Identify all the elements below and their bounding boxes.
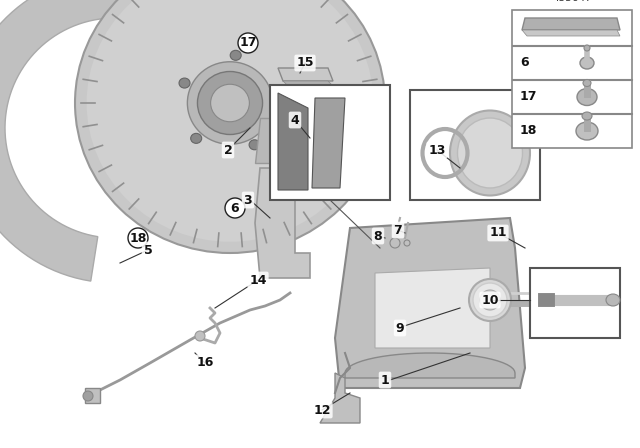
Text: 8: 8 xyxy=(374,229,382,242)
Text: 15: 15 xyxy=(296,56,314,69)
Ellipse shape xyxy=(230,50,241,60)
Text: 2: 2 xyxy=(223,143,232,156)
Circle shape xyxy=(390,238,400,248)
Ellipse shape xyxy=(211,84,250,122)
Ellipse shape xyxy=(273,88,285,99)
Text: 435647: 435647 xyxy=(552,0,592,3)
Ellipse shape xyxy=(469,279,511,321)
Text: 6: 6 xyxy=(520,56,529,69)
Circle shape xyxy=(404,240,410,246)
Polygon shape xyxy=(283,81,333,86)
Polygon shape xyxy=(345,353,515,378)
Polygon shape xyxy=(320,373,360,423)
Text: 9: 9 xyxy=(396,322,404,335)
Text: 10: 10 xyxy=(481,293,499,306)
Ellipse shape xyxy=(86,0,373,242)
Ellipse shape xyxy=(584,45,590,51)
Polygon shape xyxy=(522,30,620,36)
Bar xyxy=(512,45,632,46)
Polygon shape xyxy=(255,118,285,163)
Ellipse shape xyxy=(582,112,592,120)
Ellipse shape xyxy=(75,0,385,253)
Circle shape xyxy=(225,198,245,218)
Ellipse shape xyxy=(191,134,202,143)
Ellipse shape xyxy=(450,111,530,195)
Ellipse shape xyxy=(480,290,500,310)
Bar xyxy=(512,79,632,80)
Polygon shape xyxy=(375,268,490,348)
Text: 17: 17 xyxy=(520,90,538,103)
Text: 18: 18 xyxy=(129,232,147,245)
Text: 6: 6 xyxy=(230,202,239,215)
Bar xyxy=(530,268,620,338)
Text: 14: 14 xyxy=(249,273,267,287)
Bar xyxy=(270,85,390,200)
Ellipse shape xyxy=(249,140,260,150)
Ellipse shape xyxy=(198,72,262,134)
Polygon shape xyxy=(85,388,100,403)
Circle shape xyxy=(195,331,205,341)
Polygon shape xyxy=(278,93,308,190)
Circle shape xyxy=(238,33,258,53)
Text: 5: 5 xyxy=(143,244,152,257)
Text: 18: 18 xyxy=(520,125,538,138)
Text: 3: 3 xyxy=(244,194,252,207)
Ellipse shape xyxy=(580,57,594,69)
Polygon shape xyxy=(255,168,310,278)
Ellipse shape xyxy=(583,79,591,86)
Bar xyxy=(410,90,540,200)
Polygon shape xyxy=(278,68,333,81)
Polygon shape xyxy=(522,18,620,30)
Bar xyxy=(512,113,632,114)
Text: 4: 4 xyxy=(291,113,300,126)
Circle shape xyxy=(128,228,148,248)
Text: 12: 12 xyxy=(313,404,331,417)
Polygon shape xyxy=(335,218,525,388)
Ellipse shape xyxy=(473,283,507,317)
Polygon shape xyxy=(0,0,270,281)
Text: 17: 17 xyxy=(239,36,257,49)
Ellipse shape xyxy=(458,118,522,188)
Ellipse shape xyxy=(577,89,597,105)
Ellipse shape xyxy=(576,122,598,140)
Bar xyxy=(512,10,632,148)
Ellipse shape xyxy=(606,294,620,306)
Circle shape xyxy=(83,391,93,401)
Polygon shape xyxy=(312,98,345,188)
Text: 7: 7 xyxy=(394,224,403,237)
Text: 16: 16 xyxy=(196,357,214,370)
Text: 1: 1 xyxy=(381,374,389,387)
Text: 11: 11 xyxy=(489,227,507,240)
Text: 13: 13 xyxy=(428,143,445,156)
Ellipse shape xyxy=(179,78,190,88)
Ellipse shape xyxy=(188,62,273,144)
